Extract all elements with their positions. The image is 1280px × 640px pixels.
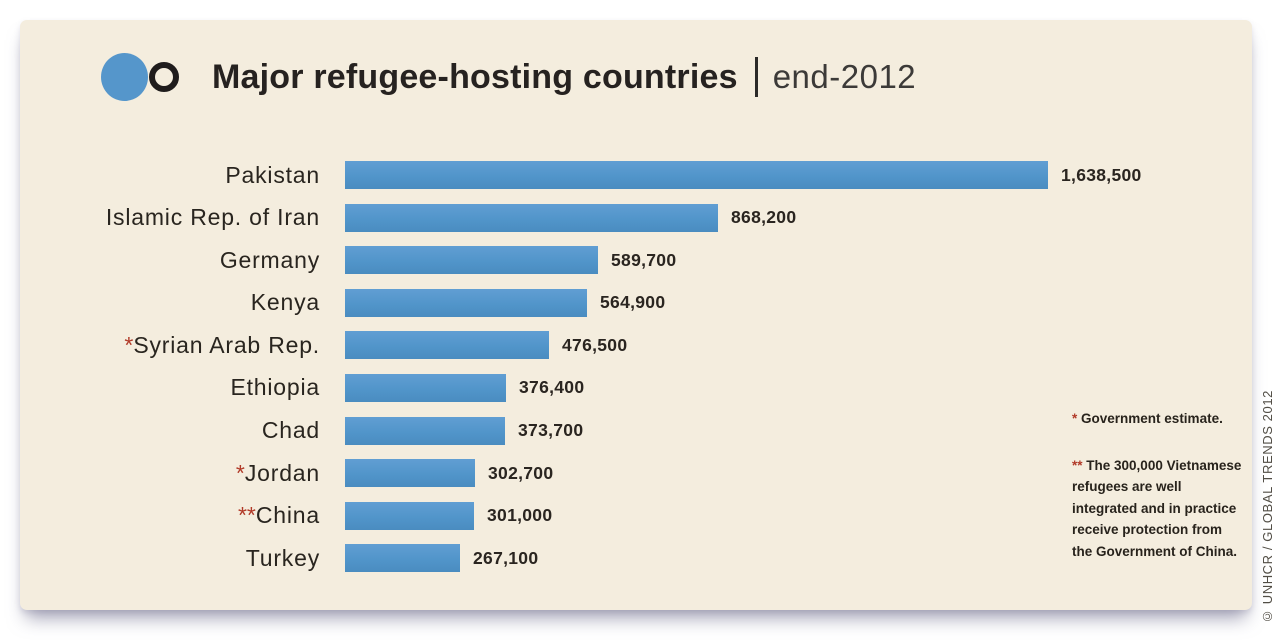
footnote: * Government estimate. [1072,408,1244,430]
bar [345,373,506,402]
bar-row: Chad 373,700 [20,416,1252,445]
bar-row: Turkey 267,100 [20,544,1252,573]
country-label-text: Syrian Arab Rep. [133,331,320,358]
country-label: Pakistan [20,162,320,189]
country-annotation: * [124,331,134,358]
bar-row: Germany 589,700 [20,246,1252,275]
bar-value: 476,500 [562,334,628,355]
bar-row: *Jordan 302,700 [20,459,1252,488]
country-label: **China [20,502,320,529]
country-label: *Syrian Arab Rep. [20,332,320,359]
bar [345,416,505,445]
header: Major refugee-hosting countries end-2012 [101,48,916,106]
country-label-text: Pakistan [225,161,320,188]
copyright-credit: © UNHCR / GLOBAL TRENDS 2012 [1260,389,1275,624]
country-annotation: * [235,459,245,486]
bar-row: Pakistan 1,638,500 [20,161,1252,189]
country-label: Kenya [20,289,320,316]
bar [345,544,460,573]
country-label: Germany [20,247,320,274]
bar-row: **China 301,000 [20,501,1252,530]
bar-value: 302,700 [488,462,554,483]
bar-chart: Pakistan 1,638,500 Islamic Rep. of Iran … [20,161,1252,587]
bar [345,501,474,530]
country-label-text: Chad [261,417,320,444]
footnote-text: The 300,000 Vietnamese refugees are well… [1072,457,1242,559]
bar [345,203,718,232]
bar-row: Kenya 564,900 [20,288,1252,317]
bar-row: Ethiopia 376,400 [20,373,1252,402]
footnotes: * Government estimate. ** The 300,000 Vi… [1072,408,1244,588]
country-label-text: Jordan [244,459,320,486]
country-label: Turkey [20,545,320,572]
bar-value: 589,700 [611,249,677,270]
bar-value: 1,638,500 [1061,164,1142,185]
page-title: Major refugee-hosting countries [212,57,738,96]
title-divider [754,57,758,97]
footnote-marker: ** [1072,457,1083,473]
country-label-text: Germany [219,246,320,273]
ring-circle-icon [149,62,179,92]
country-label-text: Islamic Rep. of Iran [105,204,320,231]
bar-value: 267,100 [473,547,539,568]
footnote: ** The 300,000 Vietnamese refugees are w… [1072,455,1244,563]
footnote-text: Government estimate. [1081,411,1223,426]
bar-row: *Syrian Arab Rep. 476,500 [20,331,1252,360]
page-subtitle: end-2012 [772,58,917,95]
country-label-text: China [255,502,320,529]
bar-row: Islamic Rep. of Iran 868,200 [20,203,1252,232]
country-label-text: Ethiopia [230,374,320,401]
bar-rows: Pakistan 1,638,500 Islamic Rep. of Iran … [20,161,1252,573]
bar-value: 301,000 [487,505,553,526]
country-label-text: Kenya [250,289,320,316]
bar-value: 564,900 [600,292,666,313]
bar [345,161,1048,189]
bar-value: 376,400 [519,377,585,398]
bar [345,331,549,360]
country-annotation: ** [237,502,256,529]
bar [345,288,587,317]
country-label-text: Turkey [245,544,320,571]
bar [345,246,598,275]
unhcr-dots-logo [101,53,179,101]
country-label: Islamic Rep. of Iran [20,204,320,231]
infographic-panel: Major refugee-hosting countries end-2012… [20,20,1252,610]
filled-circle-icon [101,53,148,101]
footnote-marker: * [1072,411,1078,426]
country-label: Ethiopia [20,374,320,401]
bar-value: 373,700 [518,420,584,441]
bar-value: 868,200 [731,207,797,228]
country-label: *Jordan [20,460,320,487]
country-label: Chad [20,417,320,444]
bar [345,459,475,488]
